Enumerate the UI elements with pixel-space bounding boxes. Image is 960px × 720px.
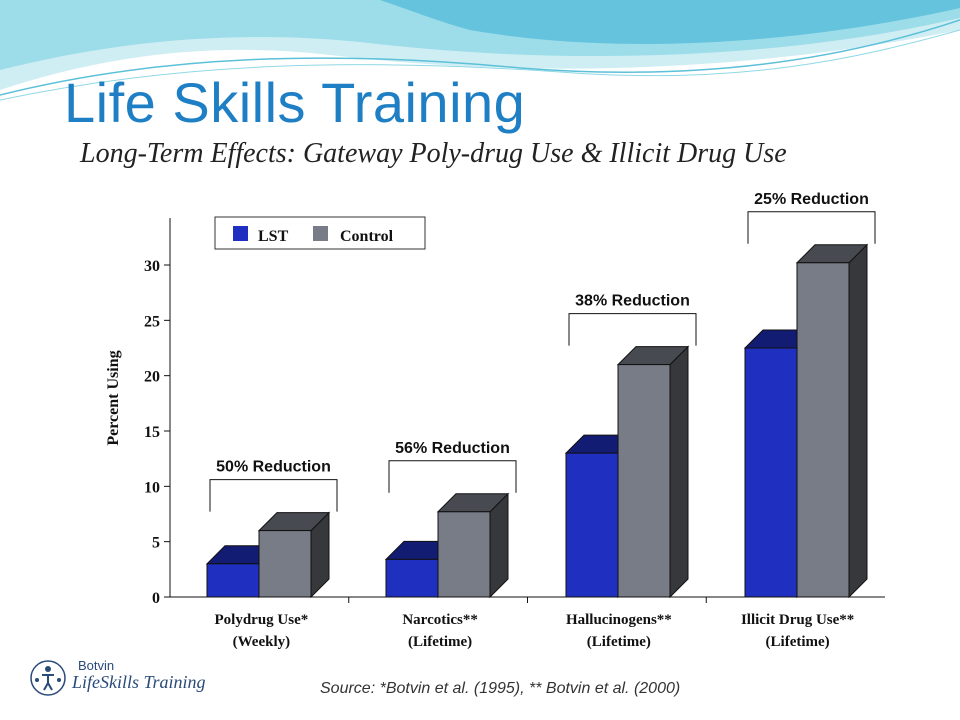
bar-control — [616, 345, 690, 599]
chart-bars — [205, 243, 869, 599]
bar-front-face — [206, 563, 260, 598]
y-tick-label: 10 — [144, 479, 160, 496]
bar-front-face — [617, 364, 671, 598]
y-tick-label: 20 — [144, 369, 160, 386]
decorative-header-wave — [0, 0, 960, 101]
reduction-label: 50% Reduction — [216, 459, 331, 476]
logo-top-text: Botvin — [78, 658, 115, 673]
people-logo-icon — [30, 660, 66, 696]
bar-front-face — [385, 558, 439, 598]
x-category-label: Narcotics** — [402, 612, 478, 628]
reduction-bracket — [209, 479, 338, 512]
x-category-sublabel: (Lifetime) — [408, 634, 472, 650]
x-category-sublabel: (Weekly) — [233, 634, 291, 650]
y-tick-label: 25 — [144, 313, 160, 330]
legend-swatch-control — [313, 226, 328, 241]
reduction-label: 25% Reduction — [754, 191, 869, 208]
page-title: Life Skills Training — [64, 71, 526, 134]
bar-front-face — [258, 530, 312, 598]
bar-chart: 0 5 10 15 20 25 30 Percent Using Polydrug Use* (W… — [105, 191, 885, 650]
bar-side-face — [669, 345, 689, 599]
chart-axes: 0 5 10 15 20 25 30 Percent Using Polydrug Use* (W… — [105, 218, 885, 650]
botvin-logo: Botvin LifeSkills Training — [28, 656, 228, 702]
bar-front-face — [796, 262, 850, 598]
reduction-label: 56% Reduction — [395, 440, 510, 457]
reduction-bracket — [388, 460, 517, 493]
chart-annotations: 50% Reduction 56% Reduction 38% Reduction 2… — [209, 191, 876, 512]
y-tick-label: 0 — [152, 590, 160, 607]
source-note: Source: *Botvin et al. (1995), ** Botvin… — [320, 680, 681, 697]
logo-main-text: LifeSkills Training — [72, 672, 206, 692]
bar-control — [257, 511, 331, 599]
bar-front-face — [744, 347, 798, 598]
chart-legend: LST Control — [214, 216, 426, 250]
x-category-label: Polydrug Use* — [215, 612, 309, 628]
reduction-bracket — [747, 211, 876, 244]
y-tick-label: 5 — [152, 535, 160, 552]
bar-side-face — [848, 243, 868, 599]
bar-control — [795, 243, 869, 599]
x-category-label: Illicit Drug Use** — [741, 612, 854, 628]
x-category-sublabel: (Lifetime) — [766, 634, 830, 650]
reduction-label: 38% Reduction — [575, 293, 690, 310]
bar-front-face — [437, 511, 491, 598]
legend-label-lst: LST — [258, 228, 289, 245]
legend-swatch-lst — [233, 226, 248, 241]
x-category-label: Hallucinogens** — [566, 612, 672, 628]
y-tick-label: 15 — [144, 424, 160, 441]
y-tick-label: 30 — [144, 258, 160, 275]
bar-control — [436, 492, 510, 599]
reduction-bracket — [568, 313, 697, 346]
legend-label-control: Control — [340, 228, 394, 245]
y-axis-label: Percent Using — [105, 350, 122, 445]
x-category-sublabel: (Lifetime) — [587, 634, 651, 650]
page-subtitle: Long-Term Effects: Gateway Poly-drug Use… — [80, 138, 787, 169]
bar-front-face — [565, 452, 619, 598]
legend-box — [214, 216, 426, 250]
